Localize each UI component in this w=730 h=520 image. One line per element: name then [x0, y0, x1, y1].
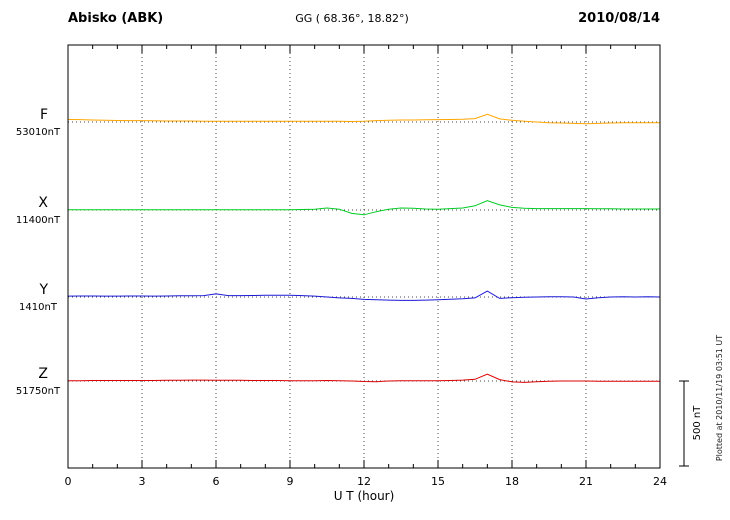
station-title: Abisko (ABK): [68, 11, 163, 26]
x-tick-label: 24: [653, 475, 667, 488]
trace-Z: [68, 373, 660, 383]
x-tick-label: 9: [287, 475, 294, 488]
x-axis-title: U T (hour): [334, 489, 395, 503]
channel-label-Y: Y: [38, 282, 48, 298]
channel-baseline-value-X: 11400nT: [16, 215, 61, 226]
channel-label-Z: Z: [38, 366, 48, 382]
channel-label-F: F: [40, 107, 48, 123]
x-tick-label: 21: [579, 475, 593, 488]
plot-border: [67, 44, 661, 469]
plot-area: 0 3 6 9 12 15 18 21 24 F 53010nT X 11400nT Y 1410nT Z 51…: [16, 44, 689, 488]
trace-X: [68, 200, 660, 216]
channel-baseline-value-F: 53010nT: [16, 127, 61, 138]
channel-baseline-value-Y: 1410nT: [19, 302, 58, 313]
geographic-coords-label: GG ( 68.36°, 18.82°): [295, 12, 409, 25]
trace-F: [67, 113, 661, 125]
channel-label-X: X: [38, 195, 48, 211]
date-label: 2010/08/14: [578, 11, 660, 26]
x-tick-label: 12: [357, 475, 371, 488]
trace-Y: [67, 290, 661, 301]
x-tick-label: 3: [139, 475, 146, 488]
plotted-at-label: Plotted at 2010/11/19 03:51 UT: [715, 335, 724, 461]
channel-baseline-value-Z: 51750nT: [16, 386, 61, 397]
scale-bar-label: 500 nT: [692, 405, 703, 441]
x-tick-label: 6: [213, 475, 220, 488]
x-tick-label: 18: [505, 475, 519, 488]
x-tick-label: 0: [65, 475, 72, 488]
x-tick-label: 15: [431, 475, 445, 488]
